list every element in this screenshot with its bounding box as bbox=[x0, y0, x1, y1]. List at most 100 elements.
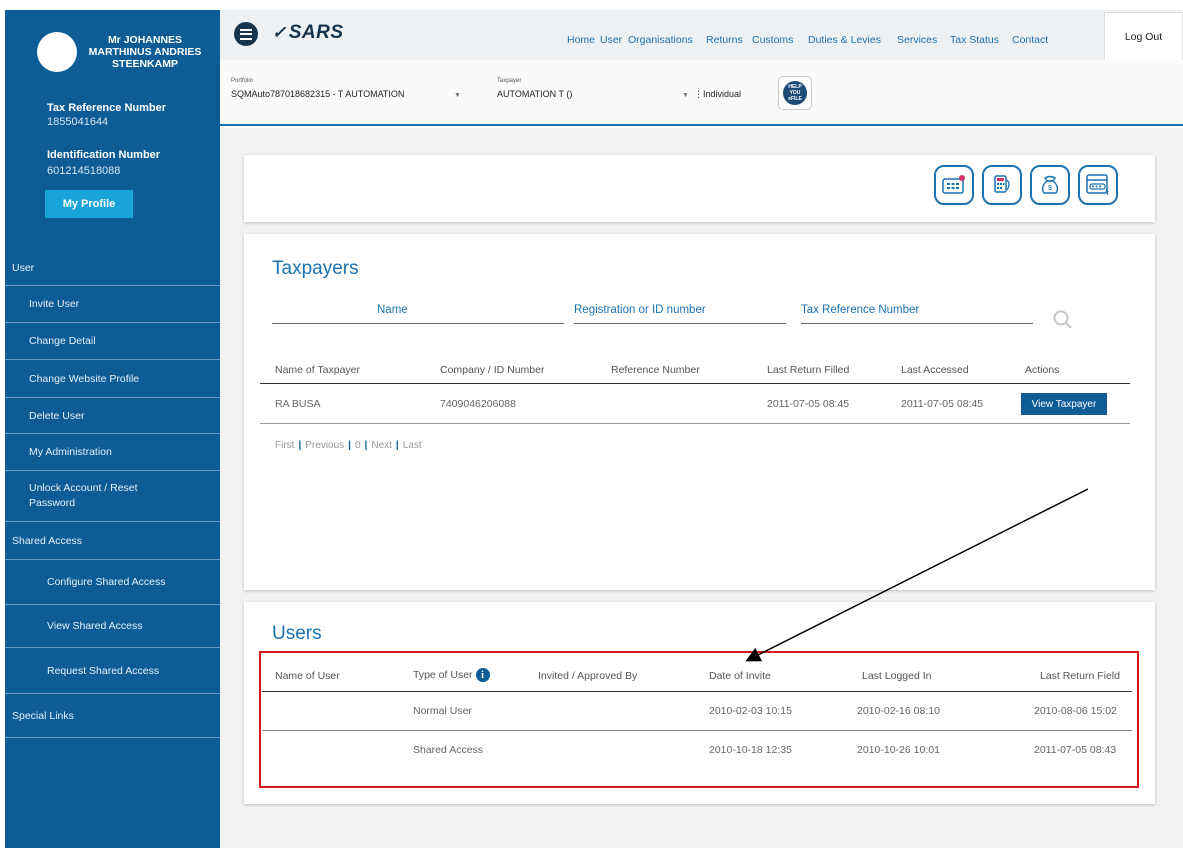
col-last-logged-in: Last Logged In bbox=[862, 670, 932, 682]
nav-duties-levies[interactable]: Duties & Levies bbox=[808, 34, 881, 46]
col-type-of-user: Type of User i bbox=[413, 668, 490, 682]
taxpayers-row-divider bbox=[260, 423, 1130, 424]
taxpayers-card bbox=[244, 234, 1155, 590]
sidebar-item-request-shared-access[interactable]: Request Shared Access bbox=[5, 648, 220, 694]
pager-previous[interactable]: Previous bbox=[305, 440, 345, 451]
svg-text:$: $ bbox=[1048, 185, 1052, 192]
user-date-invite: 2010-10-18 12:35 bbox=[709, 744, 792, 756]
taxpayer-last-accessed: 2011-07-05 08:45 bbox=[901, 398, 984, 410]
col-last-accessed: Last Accessed bbox=[901, 364, 969, 376]
sidebar-item-user[interactable]: User bbox=[5, 250, 220, 286]
nav-returns[interactable]: Returns bbox=[706, 34, 743, 46]
id-value: 601214518088 bbox=[47, 165, 121, 177]
users-row-divider bbox=[262, 730, 1132, 731]
taxpayer-last-return: 2011-07-05 08:45 bbox=[767, 398, 850, 410]
my-profile-button[interactable]: My Profile bbox=[45, 190, 133, 218]
pager-page[interactable]: 0 bbox=[354, 440, 361, 451]
nav-contact[interactable]: Contact bbox=[1012, 34, 1049, 46]
calendar-tool-button[interactable] bbox=[934, 165, 974, 205]
user-type: Shared Access bbox=[413, 744, 484, 756]
col-name-of-taxpayer: Name of Taxpayer bbox=[275, 364, 361, 376]
portfolio-select[interactable]: SQMAuto787018682315 - T AUTOMATION bbox=[231, 89, 405, 99]
view-taxpayer-button[interactable]: View Taxpayer bbox=[1021, 393, 1107, 415]
pager-first[interactable]: First bbox=[275, 440, 295, 451]
sidebar-item-special-links[interactable]: Special Links bbox=[5, 694, 220, 738]
calculator-icon bbox=[994, 175, 1010, 193]
users-header-divider bbox=[262, 691, 1132, 692]
taxpayer-type: Individual bbox=[703, 89, 742, 99]
search-icon[interactable] bbox=[1051, 308, 1075, 332]
sidebar-item-my-administration[interactable]: My Administration bbox=[5, 434, 220, 471]
sars-logo[interactable]: ✓ SARS bbox=[272, 22, 344, 43]
nav-organisations[interactable]: Organisations bbox=[628, 34, 693, 46]
taxpayers-header-divider bbox=[260, 383, 1130, 384]
col-actions: Actions bbox=[1025, 364, 1060, 376]
user-name: Mr JOHANNES MARTHINUS ANDRIES STEENKAMP bbox=[88, 34, 202, 70]
pager-next[interactable]: Next bbox=[371, 440, 392, 451]
tax-bag-tool-button[interactable]: $ bbox=[1030, 165, 1070, 205]
sidebar-item-view-shared-access[interactable]: View Shared Access bbox=[5, 605, 220, 648]
help-you-efile-button[interactable]: HELP YOU eFILE bbox=[778, 76, 812, 110]
taxpayer-name: RA BUSA bbox=[275, 398, 321, 410]
help-you-efile-icon: HELP YOU eFILE bbox=[783, 81, 807, 105]
sidebar-item-change-website-profile[interactable]: Change Website Profile bbox=[5, 360, 220, 398]
col-reference-number: Reference Number bbox=[611, 364, 700, 376]
logout-button[interactable]: Log Out bbox=[1104, 12, 1183, 60]
sidebar: Mr JOHANNES MARTHINUS ANDRIES STEENKAMP … bbox=[5, 10, 220, 848]
avatar bbox=[37, 32, 77, 72]
sidebar-item-configure-shared-access[interactable]: Configure Shared Access bbox=[5, 560, 220, 605]
taxpayers-title: Taxpayers bbox=[272, 258, 359, 279]
info-icon[interactable]: i bbox=[475, 668, 490, 682]
sidebar-item-change-detail[interactable]: Change Detail bbox=[5, 323, 220, 360]
hamburger-menu-icon[interactable] bbox=[234, 22, 258, 46]
nav-home[interactable]: Home bbox=[567, 34, 596, 46]
tax-ref-label: Tax Reference Number bbox=[47, 102, 167, 114]
password-tool-button[interactable] bbox=[1078, 165, 1118, 205]
users-title: Users bbox=[272, 623, 322, 644]
more-options-icon[interactable]: ⋮ bbox=[694, 89, 703, 99]
taxpayer-label: Taxpayer bbox=[497, 78, 522, 84]
browser-password-icon bbox=[1086, 174, 1109, 195]
sidebar-item-delete-user[interactable]: Delete User bbox=[5, 398, 220, 434]
col-name-of-user: Name of User bbox=[275, 670, 340, 682]
col-date-of-invite: Date of Invite bbox=[709, 670, 771, 682]
portfolio-caret-icon[interactable]: ▼ bbox=[454, 92, 461, 99]
col-last-return-filled: Last Return Filled bbox=[767, 364, 850, 376]
sidebar-item-unlock-account[interactable]: Unlock Account / Reset Password bbox=[5, 471, 220, 522]
taxpayer-caret-icon[interactable]: ▼ bbox=[682, 92, 689, 99]
nav-services[interactable]: Services bbox=[897, 34, 938, 46]
user-type: Normal User bbox=[413, 705, 472, 717]
search-name-label: Name bbox=[377, 304, 408, 316]
pager-last[interactable]: Last bbox=[402, 440, 422, 451]
user-last-return: 2011-07-05 08:43 bbox=[1034, 744, 1117, 756]
money-bag-icon: $ bbox=[1041, 175, 1059, 194]
nav-tax-status[interactable]: Tax Status bbox=[950, 34, 1000, 46]
nav-user[interactable]: User bbox=[600, 34, 623, 46]
sidebar-item-invite-user[interactable]: Invite User bbox=[5, 286, 220, 323]
top-bar bbox=[220, 10, 1183, 60]
id-label: Identification Number bbox=[47, 149, 161, 161]
user-last-logged: 2010-10-26 10:01 bbox=[857, 744, 940, 756]
user-last-return: 2010-08-06 15:02 bbox=[1034, 705, 1117, 717]
search-taxref-label: Tax Reference Number bbox=[801, 304, 920, 316]
search-id-input[interactable] bbox=[574, 323, 786, 324]
tax-ref-value: 1855041644 bbox=[47, 116, 109, 128]
nav-customs[interactable]: Customs bbox=[752, 34, 794, 46]
taxpayer-select[interactable]: AUTOMATION T () bbox=[497, 89, 573, 99]
col-invited-approved-by: Invited / Approved By bbox=[538, 670, 638, 682]
user-date-invite: 2010-02-03 10:15 bbox=[709, 705, 792, 717]
highlight-box bbox=[259, 651, 1139, 788]
search-name-input[interactable] bbox=[272, 323, 564, 324]
calendar-grid-icon bbox=[942, 175, 965, 194]
calculator-tool-button[interactable] bbox=[982, 165, 1022, 205]
selector-bar bbox=[220, 60, 1183, 126]
col-last-return-field: Last Return Field bbox=[1040, 670, 1120, 682]
sidebar-nav: User Invite User Change Detail Change We… bbox=[5, 250, 220, 738]
search-id-label: Registration or ID number bbox=[574, 304, 706, 316]
user-last-logged: 2010-02-16 08:10 bbox=[857, 705, 940, 717]
col-company-id: Company / ID Number bbox=[440, 364, 545, 376]
search-taxref-input[interactable] bbox=[801, 323, 1033, 324]
pagination: First | Previous | 0 | Next | Last bbox=[275, 440, 422, 451]
sidebar-item-shared-access[interactable]: Shared Access bbox=[5, 522, 220, 560]
taxpayer-company-id: 7409046206088 bbox=[440, 398, 516, 410]
